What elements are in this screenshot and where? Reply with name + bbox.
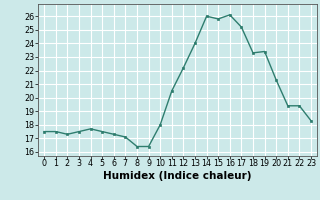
X-axis label: Humidex (Indice chaleur): Humidex (Indice chaleur) — [103, 171, 252, 181]
